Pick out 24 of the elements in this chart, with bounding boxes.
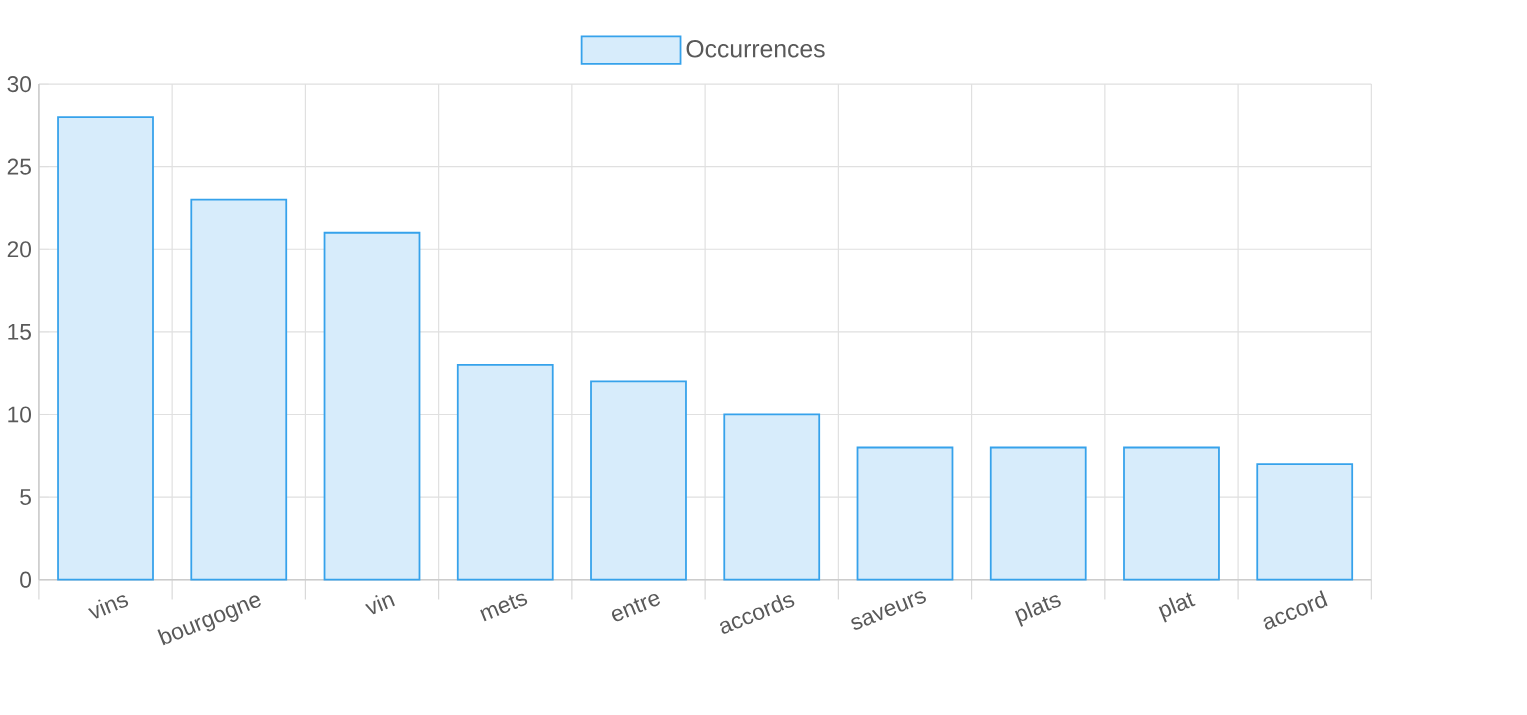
bar (989, 446, 1087, 581)
y-tick-label: 20 (7, 241, 32, 258)
y-tick-label: 10 (8, 406, 32, 423)
x-tick-label: plat (1158, 592, 1196, 623)
y-tick-label: 5 (20, 489, 31, 505)
x-tick-label: plats (1014, 595, 1061, 627)
y-tick-label: 15 (8, 323, 31, 340)
bar (1256, 463, 1354, 581)
bar (190, 198, 288, 581)
bar (323, 231, 421, 581)
bar (456, 363, 554, 581)
bar (723, 413, 821, 581)
bar (57, 116, 154, 581)
y-tick-label: 30 (7, 75, 32, 93)
x-tick-label: vins (87, 595, 129, 619)
x-tick-label: mets (480, 593, 528, 622)
legend-label: Occurrences (686, 39, 825, 58)
bar (590, 380, 687, 581)
y-tick-label: 0 (20, 571, 32, 588)
y-tick-label: 25 (7, 158, 31, 175)
x-tick-label: entre (612, 593, 660, 622)
bar (1123, 446, 1220, 581)
x-tick-label: vin (364, 595, 395, 615)
bar (856, 446, 954, 581)
